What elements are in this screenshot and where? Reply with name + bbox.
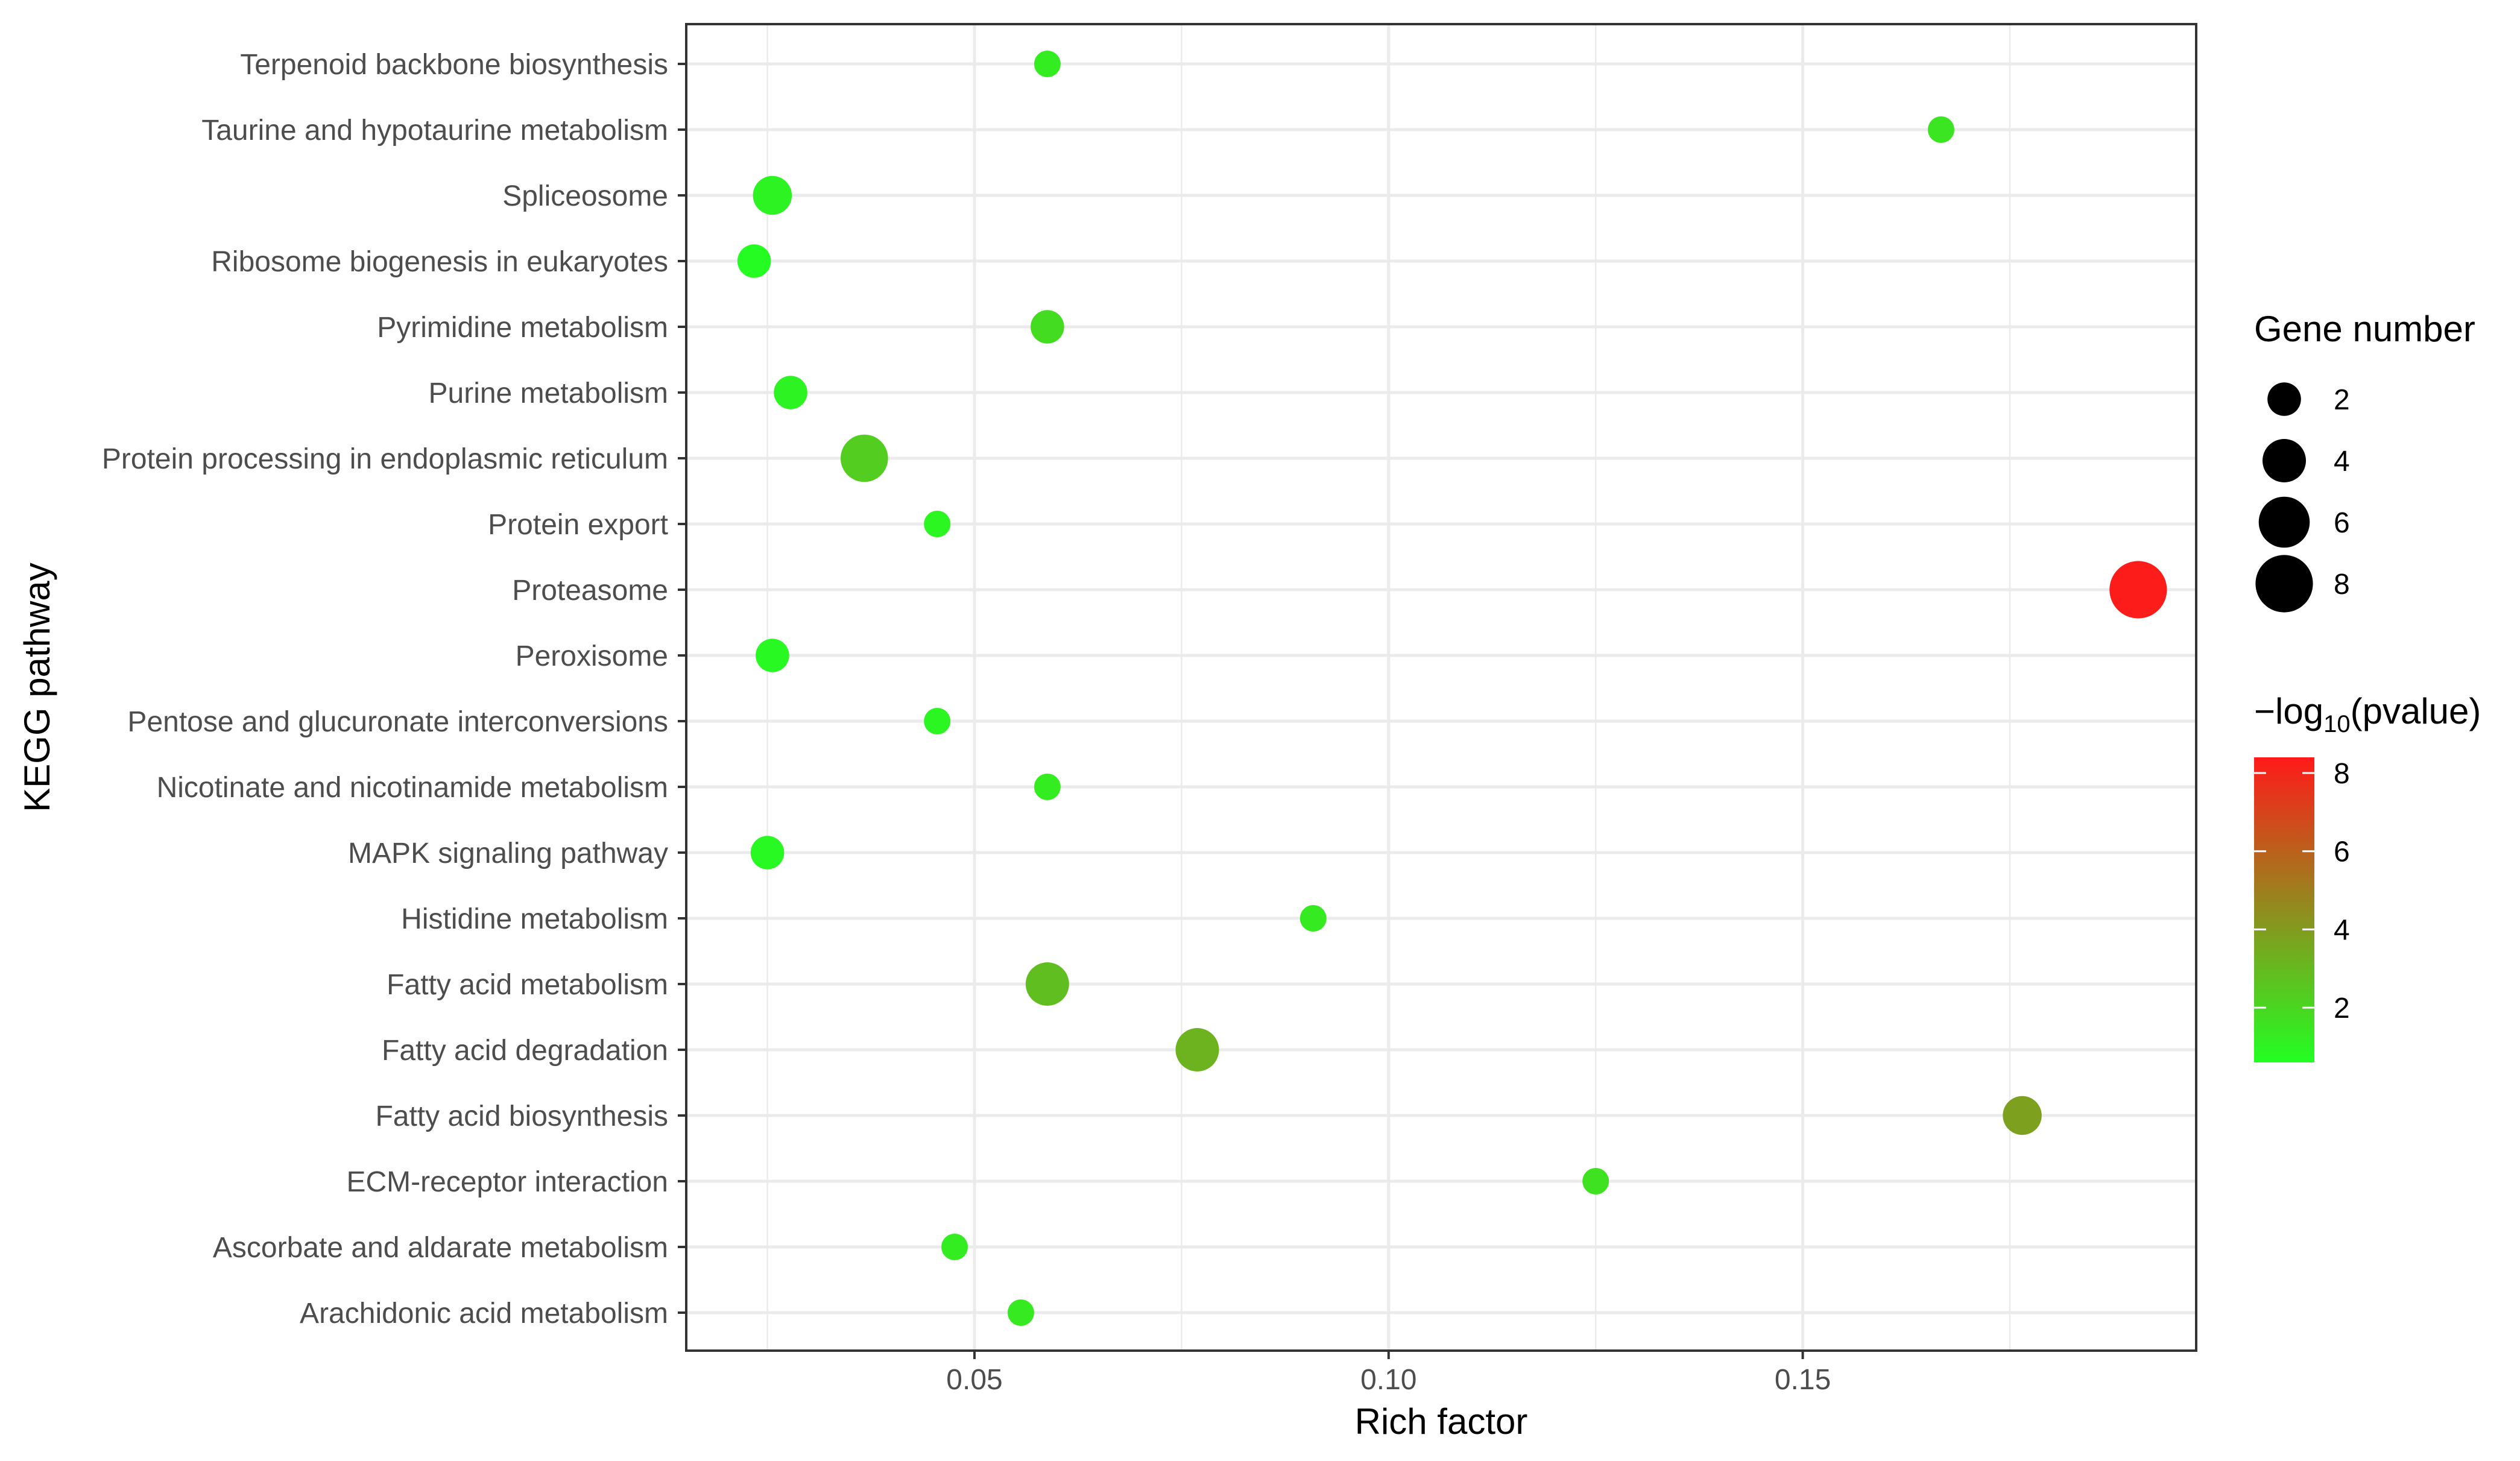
y-tick-label: Terpenoid backbone biosynthesis (240, 49, 668, 81)
x-tick-label: 0.10 (1360, 1364, 1416, 1396)
size-legend-dot (2258, 496, 2310, 548)
y-tick-label: Taurine and hypotaurine metabolism (201, 115, 668, 147)
y-tick-label: Ribosome biogenesis in eukaryotes (211, 246, 668, 278)
data-point (1034, 774, 1061, 800)
color-legend-label: 8 (2334, 758, 2350, 790)
x-tick-label: 0.15 (1775, 1364, 1831, 1396)
y-tick-label: Purine metabolism (429, 377, 669, 409)
data-point (924, 511, 951, 537)
data-point (1031, 310, 1064, 344)
size-legend-dot (2255, 555, 2313, 613)
color-legend-bar (2254, 757, 2314, 1062)
y-tick-label: Pentose and glucuronate interconversions (127, 706, 668, 738)
size-legend-label: 4 (2334, 446, 2350, 478)
data-point (1582, 1168, 1609, 1194)
data-point (924, 708, 951, 734)
size-legend-label: 2 (2334, 384, 2350, 416)
y-tick-label: Ascorbate and aldarate metabolism (213, 1232, 668, 1264)
data-point (774, 376, 807, 409)
size-legend-dot (2267, 382, 2301, 416)
y-axis: Terpenoid backbone biosynthesis Taurine a… (102, 49, 686, 1330)
y-tick-label: Protein export (488, 509, 668, 541)
x-axis: 0.05 0.10 0.15 (946, 1351, 1831, 1396)
color-legend: −log10(pvalue) 2 4 6 8 (2254, 691, 2481, 1062)
y-tick-label: Fatty acid metabolism (387, 969, 668, 1001)
color-legend-label: 2 (2334, 992, 2350, 1024)
data-point (841, 434, 888, 482)
y-axis-title: KEGG pathway (17, 563, 57, 812)
color-legend-title: −log10(pvalue) (2254, 691, 2481, 737)
size-legend-label: 8 (2334, 569, 2350, 601)
size-legend: Gene number 2 4 6 8 (2254, 309, 2475, 613)
y-tick-label: Fatty acid biosynthesis (375, 1100, 668, 1132)
size-legend-label: 6 (2334, 507, 2350, 539)
x-tick-label: 0.05 (946, 1364, 1002, 1396)
data-point (1025, 962, 1069, 1006)
y-tick-label: Histidine metabolism (401, 903, 668, 935)
y-tick-label: Fatty acid degradation (382, 1035, 668, 1067)
x-axis-title: Rich factor (1355, 1401, 1528, 1442)
data-point (1175, 1028, 1219, 1071)
color-legend-title-sub: 10 (2323, 711, 2351, 737)
size-legend-title: Gene number (2254, 309, 2475, 349)
data-point (753, 175, 792, 215)
y-tick-label: Spliceosome (502, 180, 668, 212)
y-tick-label: MAPK signaling pathway (348, 838, 668, 869)
data-point (941, 1234, 968, 1260)
color-legend-title-suffix: (pvalue) (2351, 691, 2481, 731)
size-legend-dot (2263, 439, 2306, 482)
data-point (756, 639, 789, 672)
color-legend-title-prefix: −log (2254, 691, 2323, 731)
y-tick-label: Arachidonic acid metabolism (300, 1298, 668, 1330)
size-legend-items: 2 4 6 8 (2255, 382, 2350, 613)
y-tick-label: Protein processing in endoplasmic reticu… (102, 443, 668, 475)
y-tick-label: Proteasome (512, 575, 668, 607)
data-point (1927, 116, 1954, 143)
plot-panel-border (685, 23, 2197, 1352)
data-point (2003, 1096, 2042, 1135)
y-tick-label: Peroxisome (516, 640, 668, 672)
color-legend-label: 6 (2334, 836, 2350, 868)
data-point (1034, 51, 1061, 77)
data-point (750, 836, 785, 869)
color-legend-ticks: 2 4 6 8 (2254, 758, 2350, 1024)
points-layer (737, 51, 2167, 1326)
data-point (1299, 905, 1327, 932)
y-tick-label: Nicotinate and nicotinamide metabolism (157, 772, 668, 804)
y-tick-label: Pyrimidine metabolism (377, 312, 668, 344)
plot-panel (686, 24, 2196, 1351)
data-point (1007, 1299, 1034, 1326)
color-legend-label: 4 (2334, 914, 2350, 946)
data-point (2109, 561, 2167, 619)
data-point (737, 244, 771, 278)
y-tick-label: ECM-receptor interaction (346, 1166, 668, 1198)
